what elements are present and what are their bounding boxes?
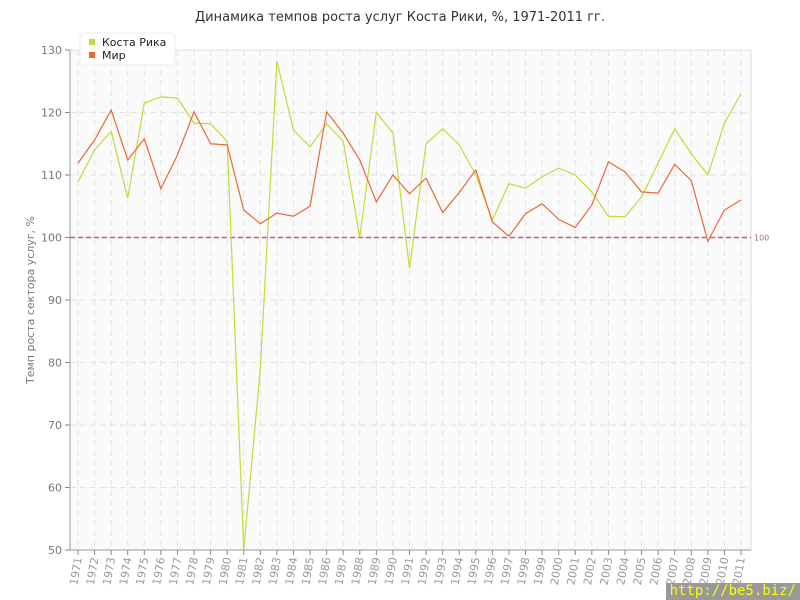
x-tick-label: 1977 [167,556,185,586]
x-tick-label: 1998 [515,556,533,586]
y-axis-label: Темп роста сектора услуг, % [24,216,37,385]
x-tick-label: 2007 [664,556,682,586]
x-tick-label: 2002 [581,556,599,586]
legend-swatch [89,39,95,45]
watermark-link[interactable]: http://be5.biz/ [665,583,800,600]
x-tick-label: 1978 [183,556,201,586]
reference-line-label: 100 [754,234,769,243]
y-tick-label: 90 [48,294,62,307]
x-tick-label: 1973 [100,556,118,586]
x-tick-label: 1984 [283,556,301,586]
x-tick-label: 1971 [67,556,85,586]
x-tick-label: 1974 [117,556,135,586]
x-tick-label: 1997 [498,556,516,586]
legend-label: Мир [102,49,126,62]
x-tick-label: 1979 [200,556,218,586]
x-tick-label: 2000 [548,556,566,586]
x-tick-label: 2004 [614,556,632,586]
legend-label: Коста Рика [102,36,166,49]
x-tick-label: 1975 [134,556,152,586]
x-tick-label: 1993 [432,556,450,586]
y-tick-label: 70 [48,419,62,432]
x-tick-label: 1983 [266,556,284,586]
x-tick-label: 1990 [382,556,400,586]
x-tick-label: 2009 [697,556,715,586]
y-tick-label: 100 [41,232,62,245]
x-tick-label: 1994 [449,556,467,586]
chart-title: Динамика темпов роста услуг Коста Рики, … [195,10,605,25]
x-tick-label: 1976 [150,556,168,586]
y-tick-label: 110 [41,169,62,182]
x-tick-label: 1988 [349,556,367,586]
x-tick-label: 1987 [332,556,350,586]
x-tick-label: 2003 [598,556,616,586]
y-tick-label: 60 [48,482,62,495]
y-tick-label: 50 [48,544,62,557]
y-tick-label: 130 [41,44,62,57]
x-tick-label: 1986 [316,556,334,586]
x-tick-label: 1995 [465,556,483,586]
legend-box [79,32,176,66]
x-tick-label: 1982 [250,556,268,586]
x-tick-label: 1985 [299,556,317,586]
x-tick-label: 1980 [216,556,234,586]
x-tick-label: 2011 [730,556,748,586]
x-tick-label: 1992 [415,556,433,586]
y-tick-label: 120 [41,107,62,120]
x-tick-label: 2001 [565,556,583,586]
x-tick-label: 2008 [681,556,699,586]
x-tick-label: 1989 [366,556,384,586]
x-tick-label: 2010 [714,556,732,586]
x-tick-label: 1991 [399,556,417,586]
x-tick-label: 1996 [482,556,500,586]
legend-swatch [89,52,95,58]
x-tick-label: 2005 [631,556,649,586]
x-tick-label: 1972 [84,556,102,586]
y-tick-label: 80 [48,357,62,370]
x-tick-label: 1999 [531,556,549,586]
x-tick-label: 1981 [233,556,251,586]
x-tick-label: 2006 [647,556,665,586]
